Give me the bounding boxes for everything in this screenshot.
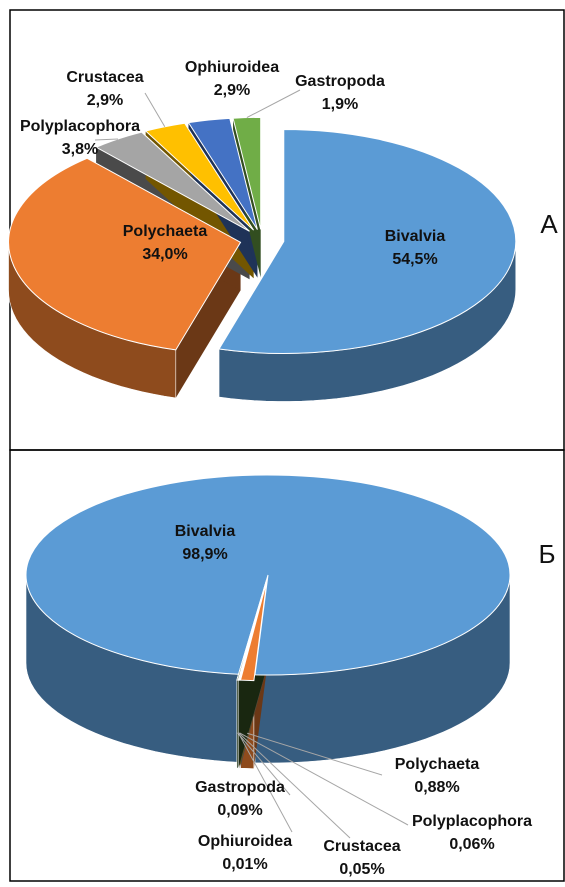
value-label: 54,5% — [392, 251, 437, 268]
value-label: 0,06% — [449, 836, 494, 853]
slice — [26, 475, 510, 675]
leader-line — [247, 90, 300, 118]
value-label: 0,09% — [217, 802, 262, 819]
category-label: Polyplacophora — [20, 118, 140, 135]
value-label: 0,05% — [339, 861, 384, 878]
category-label: Ophiuroidea — [198, 833, 292, 850]
panel-label: А — [540, 209, 558, 239]
category-label: Polyplacophora — [412, 813, 532, 830]
category-label: Polychaeta — [395, 756, 480, 773]
value-label: 1,9% — [322, 96, 358, 113]
value-label: 98,9% — [182, 546, 227, 563]
category-label: Ophiuroidea — [185, 59, 279, 76]
value-label: 2,9% — [87, 92, 123, 109]
value-label: 3,8% — [62, 141, 98, 158]
category-label: Crustacea — [323, 838, 400, 855]
value-label: 0,01% — [222, 856, 267, 873]
panel-label: Б — [538, 539, 555, 569]
value-label: 34,0% — [142, 246, 187, 263]
value-label: 0,88% — [414, 779, 459, 796]
category-label: Bivalvia — [385, 228, 446, 245]
leader-line — [145, 93, 165, 127]
value-label: 2,9% — [214, 82, 250, 99]
category-label: Gastropoda — [195, 779, 285, 796]
category-label: Crustacea — [66, 69, 143, 86]
category-label: Gastropoda — [295, 73, 385, 90]
category-label: Polychaeta — [123, 223, 208, 240]
slice-side — [237, 680, 238, 768]
category-label: Bivalvia — [175, 523, 236, 540]
